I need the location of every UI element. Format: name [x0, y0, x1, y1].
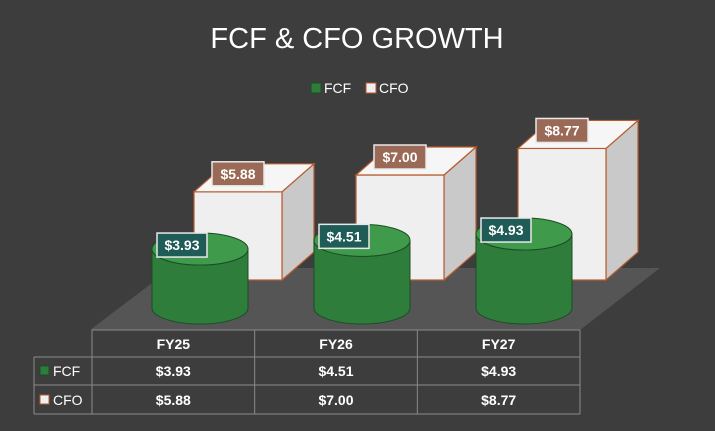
table-cfo-swatch — [39, 394, 50, 405]
fcf-data-label: $3.93 — [164, 237, 199, 253]
table-fcf-cell: $3.93 — [156, 363, 191, 379]
cfo-data-label: $8.77 — [544, 122, 579, 138]
legend-cfo-swatch — [365, 82, 377, 94]
table-fcf-cell: $4.51 — [318, 363, 353, 379]
table-cfo-label: CFO — [53, 392, 83, 408]
data-labels-group: $5.88 $7.00 $8.77 $3.93 $4.51 $4.93 — [156, 117, 589, 258]
table-fcf-cell: $4.93 — [481, 363, 516, 379]
fcf-data-label-box — [318, 223, 370, 250]
fcf-data-label: $4.93 — [488, 222, 523, 238]
table-header-cell: FY26 — [319, 336, 353, 352]
fcf-data-label-box — [480, 217, 532, 243]
legend-fcf-label: FCF — [324, 80, 351, 96]
legend-fcf-swatch — [310, 82, 322, 94]
table-fcf-swatch — [39, 365, 50, 376]
table-cfo-cell: $7.00 — [318, 392, 353, 408]
legend: FCF CFO — [310, 80, 409, 96]
fcf-data-label: $4.51 — [326, 228, 361, 244]
legend-cfo-label: CFO — [379, 80, 409, 96]
fcf-data-label-box — [156, 232, 208, 258]
chart-title: FCF & CFO GROWTH — [210, 23, 503, 55]
table-cfo-cell: $8.77 — [481, 392, 516, 408]
table-header-cell: FY25 — [157, 336, 191, 352]
table-header-cell: FY27 — [482, 336, 516, 352]
cfo-data-label-box — [373, 144, 427, 170]
cfo-data-label-box — [211, 161, 265, 187]
table-cfo-cell: $5.88 — [156, 392, 191, 408]
cfo-data-label-box — [535, 117, 589, 144]
data-table: FY25 FY26 FY27 FCF $3.93 $4.51 $4.93 CFO $5.88 $7… — [33, 329, 581, 415]
table-fcf-label: FCF — [53, 363, 80, 379]
cfo-data-label: $5.88 — [220, 166, 255, 182]
cfo-data-label: $7.00 — [382, 149, 417, 165]
